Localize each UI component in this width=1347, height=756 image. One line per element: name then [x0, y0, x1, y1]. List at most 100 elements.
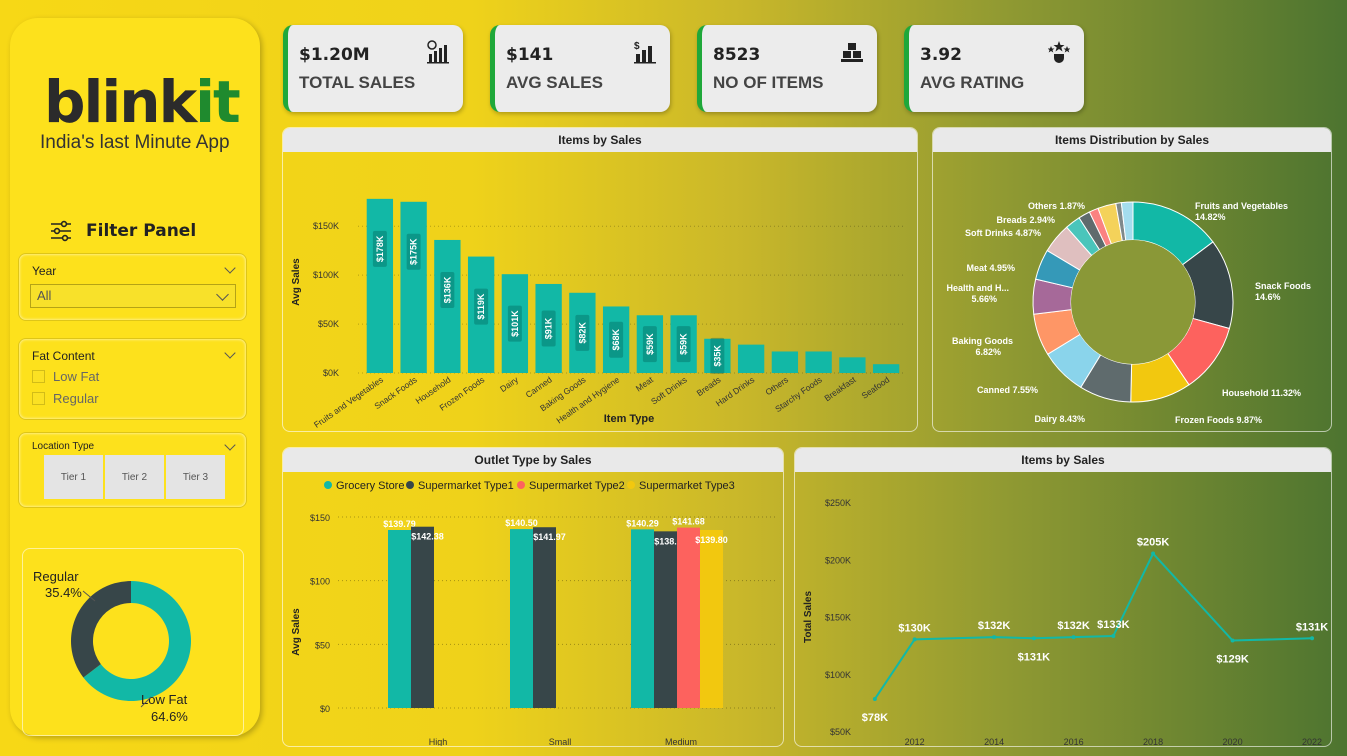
data-label: $132K	[978, 620, 1010, 632]
filter-panel-header: Filter Panel	[50, 220, 196, 242]
bar	[434, 239, 461, 373]
y-tick-label: $150K	[313, 221, 339, 231]
data-label-bg	[440, 271, 455, 308]
bar	[366, 198, 394, 373]
items-by-sales-bar-panel: Items by Sales $0K $50K $100K $150K Avg Sale…	[282, 127, 918, 432]
x-tick-label: Others	[763, 374, 790, 397]
year-dropdown[interactable]: All	[30, 284, 236, 308]
x-tick-label: 2022	[1302, 737, 1322, 747]
data-label-bg	[406, 233, 421, 270]
chevron-down-icon[interactable]	[224, 262, 236, 274]
data-label: $141.97	[533, 532, 566, 542]
sales-line	[874, 551, 1313, 700]
legend-marker	[627, 481, 635, 489]
legend-label: Supermarket Type1	[418, 480, 514, 492]
bar	[501, 274, 529, 373]
data-label: $130K	[898, 622, 930, 634]
fat-option-low-fat[interactable]: Low Fat	[32, 369, 99, 384]
slice-percent: 14.82%	[1195, 212, 1226, 222]
outlet-year-line-chart: $50K $100K $150K $200K $250K 2012 2014 2016 2018…	[803, 498, 1328, 747]
x-tick-label: Breads	[695, 374, 723, 398]
location-type-label: Location Type	[32, 441, 95, 452]
slice-percent: 64.6%	[151, 709, 188, 724]
data-label: $142.38	[411, 532, 444, 542]
checkbox[interactable]	[32, 370, 45, 383]
y-tick-label: $50	[315, 640, 330, 650]
chevron-down-icon[interactable]	[224, 439, 236, 451]
slice-label: Breads 2.94%	[996, 215, 1055, 225]
data-label-bg	[575, 314, 590, 351]
data-label: $68K	[611, 328, 621, 350]
outlet-type-bar-chart: Grocery Store Supermarket Type1 Supermarke…	[291, 480, 778, 747]
data-label: $139.80	[695, 535, 728, 545]
tier-1-button[interactable]: Tier 1	[44, 455, 103, 499]
y-tick-label: $150K	[825, 613, 851, 623]
bar	[602, 306, 630, 373]
fat-option-regular[interactable]: Regular	[32, 391, 99, 406]
slice-label: Soft Drinks 4.87%	[965, 228, 1041, 238]
tier-2-button[interactable]: Tier 2	[105, 455, 164, 499]
line-point	[1151, 551, 1156, 556]
leader-line	[82, 590, 96, 602]
x-tick-label: 2016	[1064, 737, 1084, 747]
y-tick-label: $0K	[323, 368, 339, 378]
x-tick-label: Dairy	[498, 374, 521, 394]
chevron-down-icon[interactable]	[224, 347, 236, 359]
donut-slice	[71, 581, 131, 678]
slice-percent: 5.66%	[971, 294, 997, 304]
slice-percent: 35.4%	[45, 585, 82, 600]
year-slicer-label: Year	[32, 264, 57, 278]
data-label: $91K	[544, 317, 554, 339]
bar	[535, 283, 562, 373]
bar	[467, 256, 495, 373]
slice-label: Canned 7.55%	[977, 385, 1038, 395]
line-point	[1031, 636, 1036, 641]
x-tick-label: 2012	[905, 737, 925, 747]
bar	[805, 351, 832, 373]
slice-label: Snack Foods	[1255, 281, 1311, 291]
line-point	[1230, 638, 1235, 643]
checkbox[interactable]	[32, 392, 45, 405]
slice-percent: 6.82%	[975, 347, 1001, 357]
x-tick-label: Small	[549, 737, 572, 747]
bar	[737, 344, 765, 373]
tier-3-button[interactable]: Tier 3	[166, 455, 225, 499]
data-label: $35K	[712, 345, 722, 367]
data-label: $139.79	[383, 519, 416, 529]
svg-text:$: $	[634, 41, 640, 52]
bar	[771, 351, 799, 373]
blinkit-logo: blinkit	[44, 68, 241, 136]
slice-label: Meat 4.95%	[966, 263, 1015, 273]
sales-chart-icon	[427, 40, 449, 64]
slice-percent: 14.6%	[1255, 292, 1281, 302]
legend-marker	[406, 481, 414, 489]
data-label: $178K	[375, 235, 385, 262]
data-label-bg	[507, 305, 522, 342]
data-label: $119K	[476, 293, 486, 320]
bar	[700, 529, 723, 708]
bar	[388, 530, 411, 708]
data-label: $205K	[1137, 537, 1169, 549]
data-label-bg	[372, 230, 387, 267]
kpi-label: AVG SALES	[506, 73, 603, 92]
chart-title: Items by Sales	[283, 128, 917, 152]
slice-label: Frozen Foods 9.87%	[1175, 415, 1262, 425]
x-tick-label: 2020	[1223, 737, 1243, 747]
bar	[510, 529, 533, 708]
kpi-value: 8523	[713, 45, 761, 65]
y-tick-label: $50K	[318, 319, 339, 329]
data-label: $131K	[1018, 651, 1050, 663]
y-tick-label: $150	[310, 513, 330, 523]
data-label: $132K	[1057, 620, 1089, 632]
data-label-bg	[474, 288, 489, 325]
bar	[569, 292, 596, 373]
bar	[839, 357, 866, 373]
items-distribution-panel: Items Distribution by Sales Fruits and V…	[932, 127, 1332, 432]
x-tick-label: High	[429, 737, 448, 747]
sliders-icon	[51, 220, 71, 242]
data-label: $78K	[862, 712, 888, 724]
x-tick-label: Meat	[634, 374, 656, 393]
data-label: $141.68	[672, 517, 705, 527]
